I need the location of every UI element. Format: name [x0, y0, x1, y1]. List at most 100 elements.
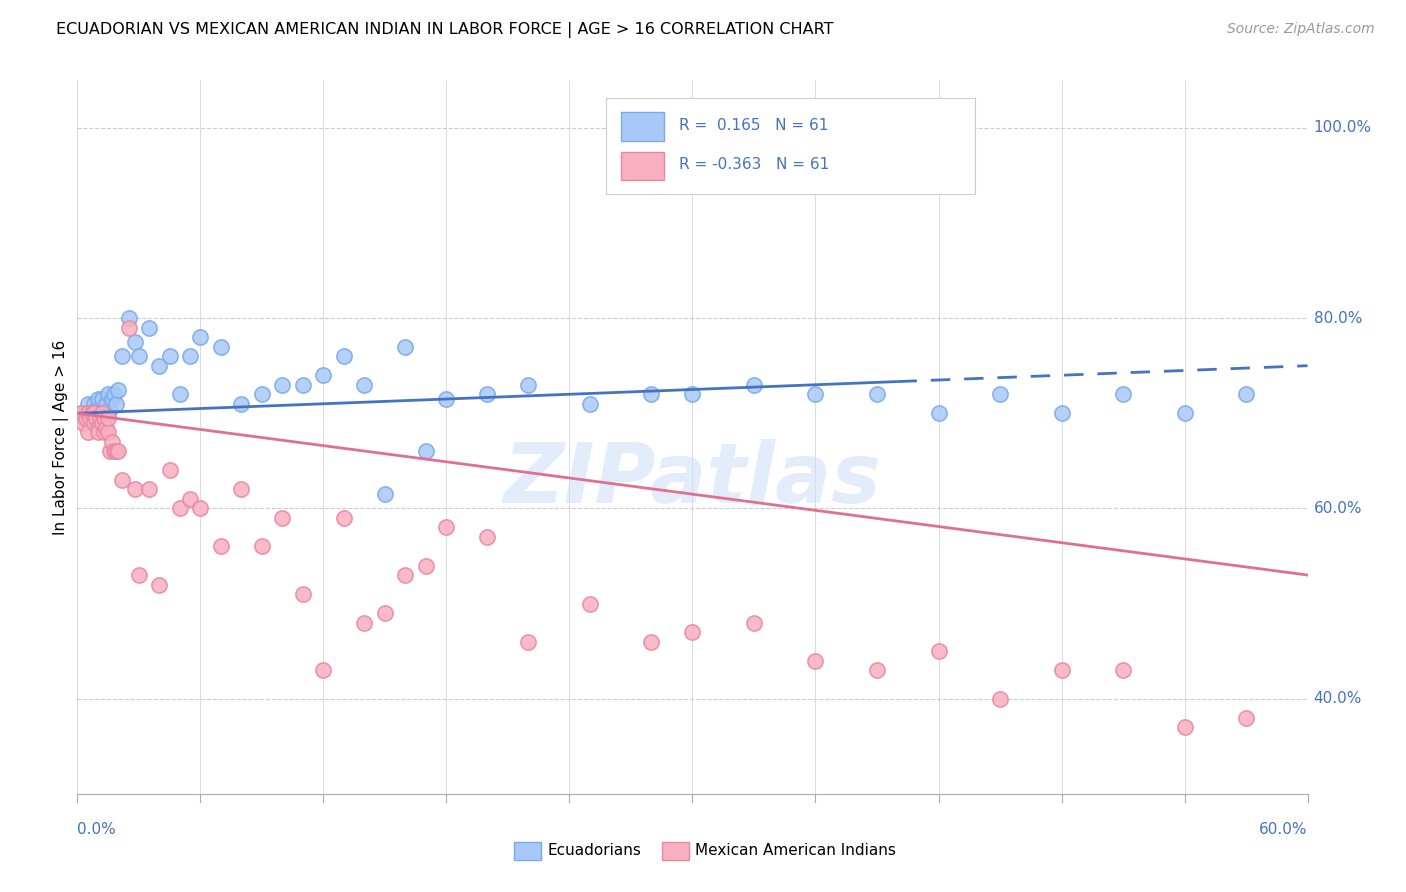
Point [111, 349, 134, 363]
Point [75, 411, 97, 425]
Point [80, 406, 103, 420]
Point [79, 406, 101, 420]
Point [97, 425, 120, 440]
Text: 100.0%: 100.0% [1313, 120, 1372, 136]
Point [333, 349, 356, 363]
Point [374, 606, 396, 620]
Bar [621, 152, 664, 180]
Point [179, 491, 201, 506]
Point [250, 387, 273, 401]
Text: ECUADORIAN VS MEXICAN AMERICAN INDIAN IN LABOR FORCE | AGE > 16 CORRELATION CHAR: ECUADORIAN VS MEXICAN AMERICAN INDIAN IN… [56, 22, 834, 38]
Point [101, 392, 124, 406]
Point [107, 383, 129, 397]
Point [72, 411, 94, 425]
Point [159, 463, 181, 477]
Point [866, 663, 889, 677]
Point [188, 330, 212, 344]
Point [93, 406, 115, 420]
Point [70, 406, 93, 420]
Point [124, 483, 146, 497]
Point [84, 411, 107, 425]
Point [436, 520, 458, 534]
Point [169, 501, 191, 516]
Point [1050, 663, 1073, 677]
Point [83, 397, 105, 411]
Point [90, 406, 114, 420]
Point [76, 425, 98, 440]
Point [517, 634, 540, 648]
Point [394, 568, 416, 582]
Text: Ecuadorians: Ecuadorians [547, 844, 641, 858]
Point [117, 311, 139, 326]
Point [1234, 711, 1257, 725]
Point [117, 320, 139, 334]
Text: ZIPatlas: ZIPatlas [503, 440, 882, 520]
Point [928, 644, 950, 658]
Point [72, 416, 94, 430]
Point [988, 387, 1011, 401]
Text: R =  0.165   N = 61: R = 0.165 N = 61 [679, 118, 828, 133]
Point [742, 615, 765, 630]
Point [138, 483, 160, 497]
Point [76, 406, 98, 420]
Text: Mexican American Indians: Mexican American Indians [695, 844, 896, 858]
Point [1174, 406, 1197, 420]
Point [98, 401, 121, 416]
Text: R = -0.363   N = 61: R = -0.363 N = 61 [679, 157, 830, 172]
FancyBboxPatch shape [606, 98, 976, 194]
Point [79, 411, 101, 425]
Point [333, 511, 356, 525]
Point [271, 377, 294, 392]
Point [138, 320, 160, 334]
Point [80, 406, 103, 420]
Point [291, 377, 314, 392]
Point [87, 420, 110, 434]
Text: Source: ZipAtlas.com: Source: ZipAtlas.com [1227, 22, 1375, 37]
Text: 80.0%: 80.0% [1313, 310, 1362, 326]
Point [579, 597, 602, 611]
Point [93, 425, 115, 440]
Point [312, 663, 335, 677]
Point [93, 411, 115, 425]
Point [169, 387, 191, 401]
Point [97, 387, 120, 401]
Point [231, 397, 253, 411]
Text: 0.0%: 0.0% [77, 822, 117, 838]
Point [804, 654, 827, 668]
Y-axis label: In Labor Force | Age > 16: In Labor Force | Age > 16 [53, 340, 69, 534]
Point [1234, 387, 1257, 401]
Point [1174, 720, 1197, 734]
Point [128, 349, 150, 363]
Point [682, 387, 704, 401]
Point [804, 387, 827, 401]
Point [477, 530, 499, 544]
Point [250, 540, 273, 554]
Point [271, 511, 294, 525]
Point [83, 416, 105, 430]
Point [90, 416, 114, 430]
Point [93, 411, 115, 425]
Point [103, 387, 125, 401]
Point [97, 406, 120, 420]
Point [89, 411, 111, 425]
Point [436, 392, 458, 406]
Point [209, 540, 232, 554]
Point [291, 587, 314, 601]
Point [94, 420, 117, 434]
Point [742, 377, 765, 392]
Point [90, 392, 114, 406]
Point [83, 411, 105, 425]
Point [353, 615, 375, 630]
Point [94, 397, 117, 411]
Bar [515, 842, 541, 860]
Point [111, 473, 134, 487]
Point [988, 691, 1011, 706]
Point [188, 501, 212, 516]
Point [70, 406, 93, 420]
Point [394, 340, 416, 354]
Point [1112, 387, 1135, 401]
Point [101, 434, 124, 449]
Point [87, 425, 110, 440]
Text: 60.0%: 60.0% [1313, 501, 1362, 516]
Point [105, 397, 128, 411]
